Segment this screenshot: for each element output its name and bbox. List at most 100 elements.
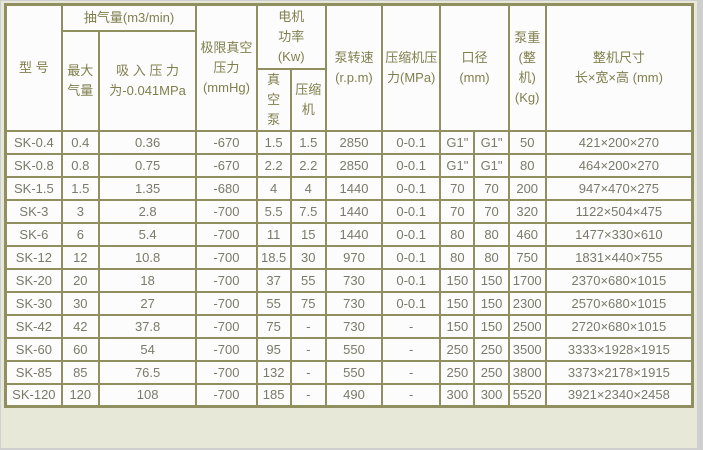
model-cell: SK-1.5: [4, 175, 63, 201]
value-cell: 75: [255, 313, 292, 339]
value-cell: 460: [507, 221, 547, 247]
value-cell: 1440: [324, 175, 384, 201]
table-row: SK-60 60 54 -700 95-550-250 250 3500 3333×1928×…: [4, 336, 694, 362]
table-row: SK-20 20 18 -700 37 55 730 0-0.1 150 150 1700 2370×…: [4, 267, 694, 293]
value-cell: 3500: [507, 336, 547, 362]
value-cell: 20: [60, 267, 100, 293]
value-cell: 730: [324, 267, 384, 293]
value-cell: 0.8: [60, 152, 100, 178]
value-cell: 27: [97, 290, 198, 316]
model-cell: SK-85: [4, 359, 63, 385]
value-cell: 120: [60, 382, 100, 408]
value-cell: 3373×2178×1915: [544, 359, 694, 385]
value-cell: 1.35: [97, 175, 198, 201]
value-cell: 80: [439, 244, 476, 270]
value-cell: 2.2: [289, 152, 327, 178]
header-max-air-volume: 最大 气量: [60, 29, 100, 132]
table-row: SK-1.5 1.5 1.35 -680 4 4 1440 0-0.1 70 70 200 947×4…: [4, 175, 694, 201]
header-model: 型 号: [4, 3, 63, 132]
value-cell: 80: [439, 221, 476, 247]
table-row: SK-6 6 5.4 -700 11 15 1440 0-0.1 80 80 460 1477×330…: [4, 221, 694, 247]
value-cell: 0-0.1: [381, 129, 442, 155]
value-cell: 108: [97, 382, 198, 408]
value-cell: 1.5: [289, 129, 327, 155]
value-cell: 2570×680×1015: [544, 290, 694, 316]
value-cell: G1": [439, 152, 476, 178]
value-cell: 2.8: [97, 198, 198, 224]
value-cell: 730: [324, 313, 384, 339]
value-cell: 750: [507, 244, 547, 270]
value-cell: 300: [439, 382, 476, 408]
value-cell: 947×470×275: [544, 175, 694, 201]
value-cell: 150: [439, 290, 476, 316]
header-diameter: 口径 (mm): [439, 3, 510, 132]
value-cell: 320: [507, 198, 547, 224]
value-cell: 150: [473, 313, 510, 339]
value-cell: 421×200×270: [544, 129, 694, 155]
model-cell: SK-3: [4, 198, 63, 224]
model-cell: SK-120: [4, 382, 63, 408]
value-cell: 55: [289, 267, 327, 293]
value-cell: 250: [473, 336, 510, 362]
value-cell: 30: [289, 244, 327, 270]
value-cell: -670: [195, 152, 258, 178]
value-cell: 70: [473, 175, 510, 201]
value-cell: 132: [255, 359, 292, 385]
value-cell: 18.5: [255, 244, 292, 270]
value-cell: 4: [255, 175, 292, 201]
value-cell: 1831×440×755: [544, 244, 694, 270]
table-header: 型 号 抽气量(m3/min) 极限真空 压力 (mmHg) 电机 功率 (Kw…: [4, 3, 694, 132]
header-vacuum-pump: 真 空 泵: [255, 67, 292, 132]
value-cell: 490: [324, 382, 384, 408]
header-compressor-pressure: 压缩机压 力(MPa): [381, 3, 442, 132]
value-cell: 3333×1928×1915: [544, 336, 694, 362]
value-cell: 250: [439, 359, 476, 385]
value-cell: 0-0.1: [381, 221, 442, 247]
value-cell: 250: [473, 359, 510, 385]
value-cell: 0-0.1: [381, 175, 442, 201]
value-cell: 3921×2340×2458: [544, 382, 694, 408]
value-cell: 80: [507, 152, 547, 178]
value-cell: -: [289, 359, 327, 385]
value-cell: 18: [97, 267, 198, 293]
value-cell: 150: [439, 267, 476, 293]
value-cell: 30: [60, 290, 100, 316]
header-suction-pressure: 吸 入 压 力 为-0.041MPa: [97, 29, 198, 132]
table-row: SK-85 85 76.5 -700 132-550-250 250 3800 3373×21…: [4, 359, 694, 385]
table-row: SK-0.4 0.4 0.36 -670 1.5 1.5 2850 0-0.1 G1" G1" 50…: [4, 129, 694, 155]
value-cell: 2500: [507, 313, 547, 339]
value-cell: G1": [439, 129, 476, 155]
value-cell: -700: [195, 267, 258, 293]
value-cell: 95: [255, 336, 292, 362]
value-cell: 1.5: [60, 175, 100, 201]
header-row-3: 真 空 泵 压缩 机: [6, 67, 693, 132]
value-cell: 3: [60, 198, 100, 224]
value-cell: 1477×330×610: [544, 221, 694, 247]
value-cell: 2850: [324, 152, 384, 178]
value-cell: 55: [255, 290, 292, 316]
model-cell: SK-0.8: [4, 152, 63, 178]
value-cell: 2850: [324, 129, 384, 155]
value-cell: 5.4: [97, 221, 198, 247]
value-cell: 70: [473, 198, 510, 224]
value-cell: 85: [60, 359, 100, 385]
value-cell: 550: [324, 336, 384, 362]
value-cell: 50: [507, 129, 547, 155]
value-cell: 1.5: [255, 129, 292, 155]
table-row: SK-3 3 2.8 -700 5.5 7.5 1440 0-0.1 70 70 320 1122×5…: [4, 198, 694, 224]
value-cell: 1122×504×475: [544, 198, 694, 224]
table-row: SK-42 42 37.8 -700 75-730-150 150 2500 2720×680…: [4, 313, 694, 339]
value-cell: 0-0.1: [381, 152, 442, 178]
model-cell: SK-0.4: [4, 129, 63, 155]
model-cell: SK-20: [4, 267, 63, 293]
header-overall-dimensions: 整机尺寸 长×宽×高 (mm): [544, 3, 694, 132]
value-cell: 80: [473, 221, 510, 247]
header-pump-weight: 泵重 (整机) (Kg): [507, 3, 547, 132]
value-cell: -: [381, 313, 442, 339]
value-cell: 1700: [507, 267, 547, 293]
value-cell: 0-0.1: [381, 244, 442, 270]
value-cell: 300: [473, 382, 510, 408]
value-cell: 80: [473, 244, 510, 270]
value-cell: 2300: [507, 290, 547, 316]
value-cell: 5.5: [255, 198, 292, 224]
